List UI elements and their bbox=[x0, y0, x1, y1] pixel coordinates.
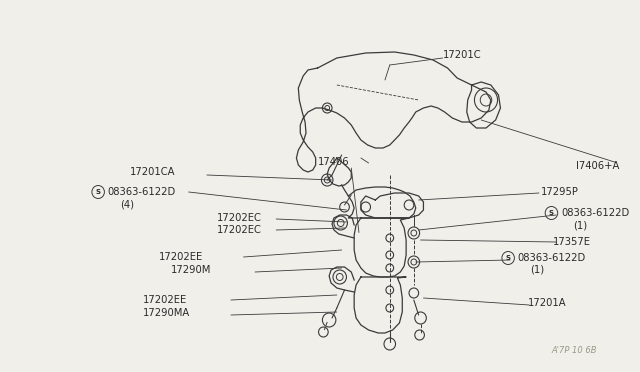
Text: 17290MA: 17290MA bbox=[143, 308, 189, 318]
Text: 17202EE: 17202EE bbox=[159, 252, 203, 262]
Text: 17201CA: 17201CA bbox=[130, 167, 175, 177]
Text: 08363-6122D: 08363-6122D bbox=[518, 253, 586, 263]
Text: 17406: 17406 bbox=[317, 157, 349, 167]
Text: 17201A: 17201A bbox=[527, 298, 566, 308]
Text: 17295P: 17295P bbox=[541, 187, 579, 197]
Text: 08363-6122D: 08363-6122D bbox=[108, 187, 176, 197]
Text: 17202EE: 17202EE bbox=[143, 295, 187, 305]
Text: 17357E: 17357E bbox=[554, 237, 591, 247]
Text: 08363-6122D: 08363-6122D bbox=[561, 208, 629, 218]
Text: 17202EC: 17202EC bbox=[216, 213, 261, 223]
Text: 17202EC: 17202EC bbox=[216, 225, 261, 235]
Text: (1): (1) bbox=[573, 220, 588, 230]
Text: l7406+A: l7406+A bbox=[575, 161, 619, 171]
Text: (1): (1) bbox=[531, 265, 545, 275]
Text: S: S bbox=[549, 210, 554, 216]
Text: 17201C: 17201C bbox=[443, 50, 481, 60]
Text: S: S bbox=[506, 255, 511, 261]
Text: 17290M: 17290M bbox=[172, 265, 212, 275]
Text: S: S bbox=[95, 189, 100, 195]
Text: (4): (4) bbox=[120, 199, 134, 209]
Text: A'7P 10 6B: A'7P 10 6B bbox=[551, 346, 596, 355]
